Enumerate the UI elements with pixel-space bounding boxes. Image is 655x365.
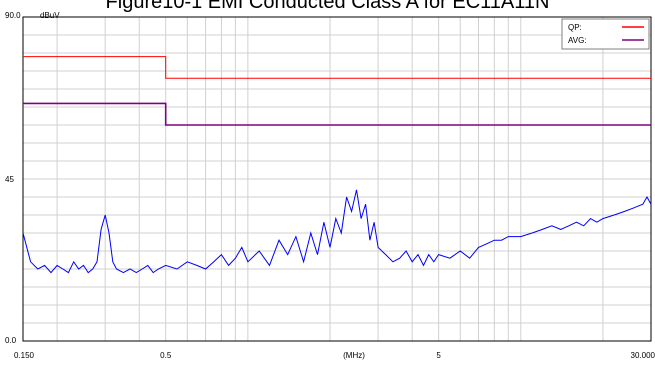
- legend-label: AVG:: [568, 36, 587, 45]
- y-tick-label: 45: [5, 175, 14, 184]
- legend-label: QP:: [568, 23, 582, 32]
- series-line-0: [23, 56, 651, 79]
- y-tick-label: 0.0: [5, 336, 17, 345]
- series-line-1: [23, 102, 651, 126]
- series-line-2: [22, 189, 652, 274]
- x-tick-label: 0.5: [160, 351, 172, 360]
- chart-title: Figure10-1 EMI Conducted Class A for EC1…: [105, 0, 550, 13]
- x-tick-label: 0.150: [14, 351, 35, 360]
- legend-box: [561, 18, 650, 50]
- y-axis-label: dBuV: [40, 11, 60, 20]
- x-tick-label: 30.000: [631, 351, 655, 360]
- x-axis-label: (MHz): [343, 351, 365, 360]
- y-tick-label: 90.0: [5, 11, 21, 20]
- x-tick-label: 5: [436, 351, 441, 360]
- plot-border: [22, 16, 652, 342]
